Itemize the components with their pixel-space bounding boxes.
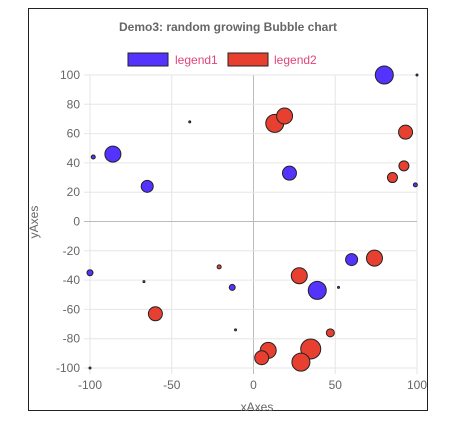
- y-tick-label: -80: [63, 332, 81, 346]
- bubble-legend2[interactable]: [276, 107, 294, 125]
- x-tick-label: 50: [329, 378, 343, 392]
- bubble-legend2[interactable]: [147, 306, 163, 322]
- y-tick-label: 60: [67, 127, 81, 141]
- y-tick-label: -20: [63, 244, 81, 258]
- bubble-legend2[interactable]: [88, 366, 92, 370]
- bubble-legend2[interactable]: [234, 328, 238, 332]
- bubble-legend1[interactable]: [415, 73, 419, 77]
- bubble-legend2[interactable]: [290, 267, 308, 285]
- tick-labels: -100 -50 0 50 100 -100 -80 -60 -40 -20 0 20 40 60 80 10…: [56, 68, 427, 392]
- y-tick-label: 20: [67, 185, 81, 199]
- grid: [84, 74, 418, 374]
- bubble-legend1[interactable]: [307, 280, 327, 300]
- bubbles: [86, 65, 419, 372]
- y-axis-title: yAxes: [27, 206, 41, 239]
- y-tick-label: 80: [67, 97, 81, 111]
- bubble-legend2[interactable]: [291, 352, 311, 372]
- bubble-legend1[interactable]: [374, 65, 394, 85]
- bubble-legend2[interactable]: [325, 328, 335, 338]
- bubble-legend1[interactable]: [345, 253, 359, 267]
- legend1-label[interactable]: legend1: [175, 53, 218, 67]
- x-tick-label: 100: [407, 378, 427, 392]
- bubble-legend1[interactable]: [104, 145, 122, 163]
- legend2-label[interactable]: legend2: [274, 53, 317, 67]
- y-tick-label: -40: [63, 273, 81, 287]
- legend1-swatch[interactable]: [127, 52, 169, 67]
- bubble-legend2[interactable]: [365, 249, 383, 267]
- y-tick-label: 40: [67, 156, 81, 170]
- bubble-legend2[interactable]: [398, 124, 414, 140]
- bubble-legend2[interactable]: [398, 160, 410, 172]
- y-tick-label: 0: [73, 215, 80, 229]
- y-tick-label: 100: [60, 68, 80, 82]
- bubble-legend1[interactable]: [337, 285, 341, 289]
- x-tick-label: 0: [250, 378, 257, 392]
- bubble-legend1[interactable]: [412, 182, 418, 188]
- bubble-legend2[interactable]: [142, 280, 146, 284]
- bubble-legend1[interactable]: [228, 283, 236, 291]
- bubble-legend1[interactable]: [90, 154, 96, 160]
- chart-title: Demo3: random growing Bubble chart: [119, 20, 337, 34]
- y-tick-label: -60: [63, 302, 81, 316]
- x-axis-title: xAxes: [241, 400, 274, 414]
- legend2-swatch[interactable]: [227, 52, 269, 67]
- x-tick-label: -50: [163, 378, 181, 392]
- bubble-legend2[interactable]: [386, 172, 398, 184]
- y-tick-label: -100: [56, 361, 80, 375]
- x-tick-label: -100: [78, 378, 102, 392]
- legend: legend1 legend2: [127, 52, 317, 67]
- bubble-legend1[interactable]: [188, 120, 192, 124]
- bubble-legend2[interactable]: [216, 264, 222, 270]
- bubble-legend1[interactable]: [140, 179, 154, 193]
- bubble-legend1[interactable]: [86, 269, 94, 277]
- bubble-legend1[interactable]: [281, 165, 297, 181]
- bubble-legend2[interactable]: [254, 350, 270, 366]
